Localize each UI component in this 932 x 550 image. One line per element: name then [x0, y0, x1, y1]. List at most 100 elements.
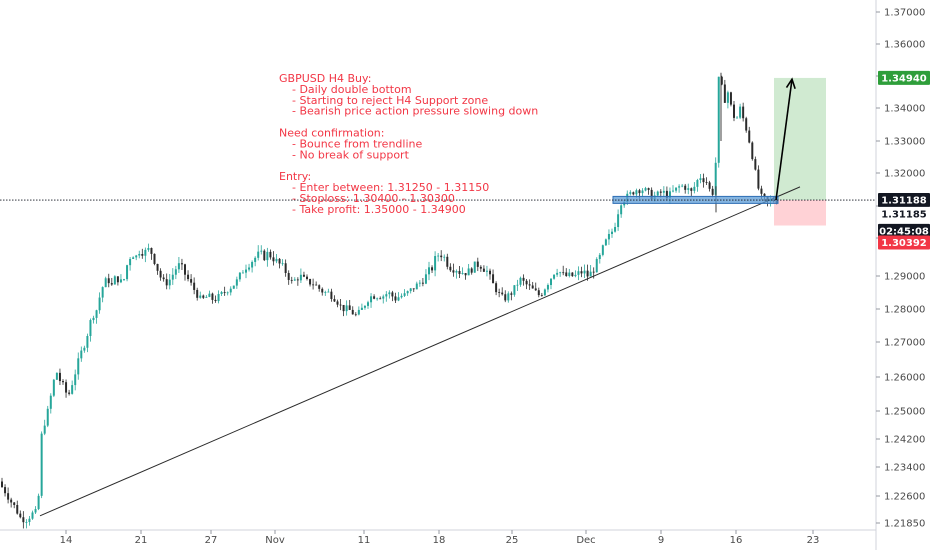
candle [245, 264, 247, 279]
candle [55, 372, 58, 381]
candle [260, 245, 263, 255]
candle [147, 243, 150, 252]
candle [598, 252, 601, 264]
candle [629, 190, 632, 196]
candle [141, 248, 144, 259]
candle [293, 277, 296, 282]
candle [159, 268, 162, 281]
price-tick-label: 1.37000 [884, 8, 925, 19]
candle [501, 287, 504, 296]
candle [254, 256, 257, 267]
candle [507, 291, 510, 303]
candle [717, 76, 720, 168]
candle [22, 511, 25, 529]
candle [604, 238, 607, 247]
candle [574, 270, 577, 278]
candle [489, 268, 491, 280]
candle [68, 389, 71, 396]
candle [345, 300, 348, 316]
candle [208, 290, 211, 298]
candle [498, 288, 501, 298]
price-axis[interactable]: 1.370001.360001.350001.340001.330001.320… [875, 0, 930, 550]
price-tick-label: 1.36000 [884, 40, 925, 51]
candle [187, 270, 190, 282]
candle [458, 266, 461, 278]
annotation-line: GBPUSD H4 Buy: [279, 72, 371, 85]
svg-text:1.30392: 1.30392 [881, 238, 927, 249]
candle [119, 274, 122, 284]
candle [662, 186, 665, 197]
candle [394, 292, 397, 304]
take-profit-zone [774, 77, 826, 201]
time-axis[interactable]: 14 21 27 Nov 11 18 25 Dec 9 16 23 [0, 529, 876, 546]
annotation-line: - Stoploss: 1.30400 - 1.30300 [292, 192, 455, 205]
annotation-line: - Starting to reject H4 Support zone [292, 94, 488, 107]
candle [348, 299, 351, 311]
candle [656, 190, 659, 197]
price-tick-label: 1.28000 [884, 305, 925, 316]
candle [360, 303, 363, 311]
candle [284, 259, 287, 277]
candle [74, 369, 77, 391]
candle [580, 266, 583, 278]
time-tick-label: 14 [60, 535, 73, 546]
candle [46, 405, 49, 428]
price-tick-label: 1.32000 [884, 169, 925, 180]
candle [226, 291, 229, 296]
candle [528, 279, 531, 290]
candle [754, 156, 757, 171]
position-zones [774, 77, 826, 226]
candle [330, 288, 333, 302]
candle [559, 271, 562, 277]
candle [144, 247, 147, 263]
time-tick-label: 23 [807, 535, 820, 546]
candle [696, 178, 699, 192]
candle [309, 278, 312, 287]
candle [537, 287, 540, 298]
candle [739, 103, 742, 120]
candle [28, 515, 31, 526]
candle [168, 273, 171, 290]
candle [543, 288, 546, 297]
candle [336, 299, 339, 308]
candle [705, 177, 708, 185]
time-tick-label: Dec [576, 535, 595, 546]
candle [482, 265, 485, 272]
candle [351, 306, 354, 315]
candle [726, 90, 729, 109]
candle [211, 292, 214, 304]
candle [681, 183, 684, 188]
candle [40, 431, 43, 499]
candle [409, 287, 412, 294]
candle [607, 229, 610, 245]
time-tick-label: 16 [730, 535, 743, 546]
candle [31, 510, 34, 520]
candle [135, 254, 138, 261]
candle [126, 264, 129, 282]
candle [65, 379, 68, 398]
candle [138, 250, 141, 259]
candle [287, 270, 290, 285]
candle [519, 276, 522, 287]
candle [269, 249, 272, 260]
candle [278, 257, 281, 269]
candle [290, 276, 293, 284]
candle [479, 265, 482, 272]
time-tick-label: 18 [433, 535, 446, 546]
candle [77, 352, 80, 380]
ascending-trendline [39, 186, 801, 517]
candle [333, 295, 336, 303]
candle [19, 510, 22, 519]
arrow-head-icon [785, 77, 796, 89]
annotation-line: - Bearish price action pressure slowing … [292, 105, 538, 118]
candle [43, 419, 46, 436]
candle [443, 254, 446, 262]
candle [62, 379, 64, 385]
candle [235, 276, 238, 289]
candle [248, 263, 251, 272]
candle [196, 287, 199, 301]
candle [101, 286, 104, 303]
candle [132, 256, 135, 259]
